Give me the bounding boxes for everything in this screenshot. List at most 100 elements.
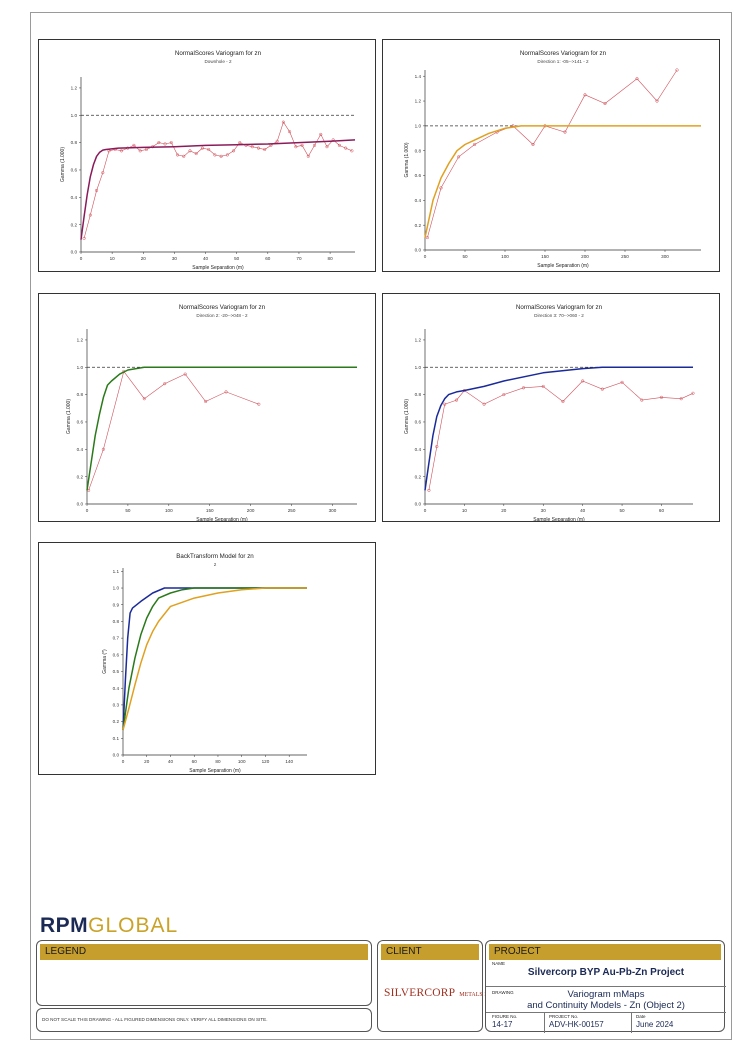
x-tick-label: 100: [238, 759, 246, 764]
experimental-point: [144, 147, 148, 152]
disclaimer-box: DO NOT SCALE THIS DRAWING - ALL FIGURED …: [36, 1008, 372, 1032]
experimental-point: [541, 384, 545, 388]
experimental-point: [224, 390, 228, 394]
x-tick-label: 80: [328, 256, 334, 261]
experimental-point: [157, 141, 161, 145]
experimental-point: [325, 145, 329, 149]
chart-svg: NormalScores Variogram for zn Direction 1…: [404, 50, 701, 269]
x-tick-label: 250: [288, 508, 296, 513]
experimental-point: [635, 77, 639, 81]
x-tick-label: 0: [86, 508, 89, 513]
chart-subtitle: Direction 1: -05-->141 - 2: [537, 59, 589, 64]
experimental-point: [163, 382, 167, 386]
experimental-point: [169, 141, 173, 145]
experimental-variogram-line: [427, 69, 678, 238]
name-label: NAME: [492, 961, 506, 966]
experimental-point: [443, 402, 447, 406]
x-tick-label: 120: [262, 759, 270, 764]
chart-svg: BackTransform Model for zn 2 0.0 0.1 0.2 0.3 0…: [102, 553, 307, 774]
experimental-point: [675, 68, 679, 72]
x-axis-label: Sample Separation (m): [533, 517, 585, 521]
disclaimer-text: DO NOT SCALE THIS DRAWING - ALL FIGURED …: [42, 1017, 268, 1022]
experimental-point: [95, 188, 99, 193]
y-axis-label: Gamma (1.000): [66, 399, 72, 434]
chart-title: NormalScores Variogram for zn: [516, 304, 603, 311]
y-tick-label: 1.0: [77, 365, 84, 370]
x-tick-label: 200: [581, 254, 589, 259]
y-tick-label: 0.6: [71, 168, 78, 173]
chart-subtitle: Downhole - 2: [204, 59, 232, 64]
experimental-point: [473, 142, 477, 147]
date-value: June 2024: [636, 1020, 674, 1029]
x-tick-label: 50: [462, 254, 468, 259]
experimental-point: [213, 153, 217, 157]
y-tick-label: 0.2: [77, 474, 84, 479]
x-tick-label: 0: [424, 254, 427, 259]
experimental-point: [531, 142, 535, 147]
experimental-point: [132, 143, 136, 147]
client-header: CLIENT: [381, 944, 479, 960]
experimental-point: [454, 398, 459, 402]
client-name: SILVERCORP: [384, 987, 456, 999]
experimental-point: [439, 186, 443, 190]
x-tick-label: 30: [172, 256, 178, 261]
experimental-point: [350, 149, 354, 153]
experimental-variogram-line: [88, 370, 259, 491]
y-tick-label: 0.2: [71, 222, 78, 227]
experimental-point: [263, 147, 267, 152]
x-tick-label: 300: [661, 254, 669, 259]
experimental-point: [679, 397, 683, 401]
experimental-point: [603, 101, 607, 106]
x-tick-label: 20: [144, 759, 150, 764]
experimental-point: [300, 143, 304, 147]
model-curve: [424, 366, 693, 491]
x-tick-label: 60: [192, 759, 198, 764]
y-tick-label: 0.2: [113, 719, 120, 724]
experimental-point: [188, 149, 192, 153]
y-tick-label: 0.8: [71, 140, 78, 145]
x-axis-label: Sample Separation (m): [537, 263, 589, 269]
y-tick-label: 0.4: [77, 447, 84, 452]
x-tick-label: 50: [125, 508, 131, 513]
y-tick-label: 0.4: [113, 686, 120, 691]
y-tick-label: 0.2: [415, 474, 422, 479]
chart-svg: NormalScores Variogram for zn Direction 2…: [66, 304, 357, 521]
experimental-point: [521, 386, 526, 390]
experimental-point: [319, 132, 323, 136]
experimental-point: [175, 153, 180, 157]
chart-title: BackTransform Model for zn: [176, 553, 254, 560]
x-tick-label: 250: [621, 254, 629, 259]
x-tick-label: 20: [501, 508, 507, 513]
y-tick-label: 0.0: [415, 502, 422, 507]
y-tick-label: 0.8: [415, 148, 422, 153]
projno-label: PROJECT No.: [549, 1014, 579, 1019]
experimental-variogram-line: [83, 121, 353, 239]
model-curve: [80, 139, 356, 240]
variogram-direction1-panel: NormalScores Variogram for zn Direction 1…: [382, 39, 720, 272]
x-tick-label: 300: [329, 508, 337, 513]
x-tick-label: 60: [659, 508, 665, 513]
y-tick-label: 0.9: [113, 602, 120, 607]
y-tick-label: 0.7: [113, 636, 120, 641]
experimental-point: [88, 213, 92, 217]
experimental-point: [457, 155, 461, 159]
figure-label: FIGURE No.: [492, 1014, 518, 1019]
experimental-point: [344, 146, 348, 150]
experimental-point: [204, 399, 208, 404]
experimental-point: [583, 93, 587, 97]
experimental-point: [294, 145, 298, 149]
model-curve: [122, 587, 307, 731]
project-box: PROJECT NAME Silvercorp BYP Au-Pb-Zn Pro…: [485, 940, 726, 1033]
client-box: CLIENT SILVERCORP METALS INC.: [377, 940, 496, 1032]
client-suffix: METALS INC.: [459, 992, 497, 998]
y-tick-label: 1.0: [415, 123, 422, 128]
experimental-point: [581, 379, 585, 383]
experimental-point: [691, 391, 695, 395]
y-tick-label: 1.4: [415, 74, 422, 79]
experimental-point: [563, 130, 567, 134]
x-tick-label: 50: [234, 256, 240, 261]
project-name: Silvercorp BYP Au-Pb-Zn Project: [527, 967, 685, 978]
drawing-line-2: and Continuity Models - Zn (Object 2): [527, 1000, 685, 1011]
experimental-point: [482, 402, 486, 406]
experimental-point: [337, 143, 341, 147]
